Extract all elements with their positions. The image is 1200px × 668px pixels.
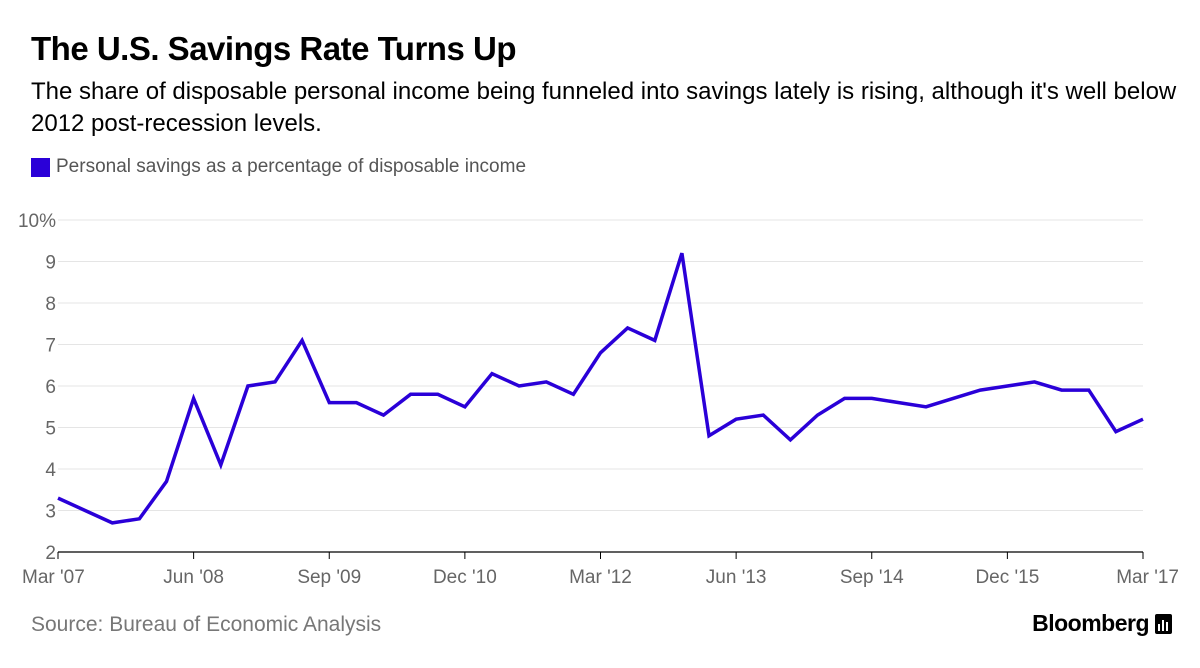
data-point	[436, 393, 439, 396]
series-line-savings-rate	[57, 252, 1144, 525]
data-point	[979, 389, 982, 392]
data-point	[57, 497, 60, 500]
x-tick-label: Sep '09	[297, 567, 361, 588]
data-point	[409, 393, 412, 396]
x-tick-label: Sep '14	[840, 567, 904, 588]
data-point	[246, 385, 249, 388]
data-point	[1060, 389, 1063, 392]
legend-label: Personal savings as a percentage of disp…	[56, 156, 527, 177]
y-tick-label: 9	[45, 253, 56, 274]
data-point	[762, 414, 765, 417]
brand-wordmark: Bloomberg	[1032, 610, 1149, 636]
bloomberg-chart-icon	[1155, 613, 1172, 634]
x-tick-label: Mar '07	[22, 567, 85, 588]
data-point	[111, 521, 114, 524]
data-point	[1087, 389, 1090, 392]
x-tick-label: Mar '12	[569, 567, 632, 588]
data-point	[680, 252, 683, 255]
data-point	[192, 397, 195, 400]
data-point	[274, 380, 277, 383]
data-point	[491, 372, 494, 375]
data-point	[138, 517, 141, 520]
data-point	[653, 339, 656, 342]
source-note: Source: Bureau of Economic Analysis	[31, 613, 382, 636]
y-tick-label: 6	[45, 377, 56, 398]
data-point	[545, 380, 548, 383]
data-point	[382, 414, 385, 417]
x-tick-label: Jun '08	[163, 567, 224, 588]
data-point	[952, 397, 955, 400]
data-point	[1033, 380, 1036, 383]
data-point	[789, 438, 792, 441]
data-point	[1114, 430, 1117, 433]
data-point	[816, 414, 819, 417]
data-point	[897, 401, 900, 404]
line-chart: 2 3 4 5 6 7 8 9 10% Mar '07 Jun '08 Sep '09 Dec '10 M…	[18, 211, 1179, 588]
chart-legend: Personal savings as a percentage of disp…	[31, 156, 526, 178]
data-point	[84, 509, 87, 512]
data-point	[328, 401, 331, 404]
data-point	[843, 397, 846, 400]
brand-logo: Bloomberg	[1032, 610, 1172, 637]
data-point	[572, 393, 575, 396]
data-point	[1142, 418, 1145, 421]
x-tick-label: Dec '15	[975, 567, 1039, 588]
data-point	[165, 480, 168, 483]
data-point	[925, 405, 928, 408]
x-tick-label: Dec '10	[433, 567, 497, 588]
y-tick-label: 3	[45, 502, 56, 523]
x-tick-label: Mar '17	[1116, 567, 1179, 588]
data-point	[626, 326, 629, 329]
y-tick-label: 7	[45, 336, 56, 357]
y-tick-label: 5	[45, 419, 56, 440]
x-tick-label: Jun '13	[706, 567, 767, 588]
chart-subtitle: The share of disposable personal income …	[31, 78, 1177, 137]
y-tick-label: 2	[45, 543, 56, 564]
chart-title: The U.S. Savings Rate Turns Up	[31, 30, 516, 67]
data-point	[735, 418, 738, 421]
data-point	[1006, 385, 1009, 388]
legend-swatch	[31, 157, 50, 177]
data-point	[301, 339, 304, 342]
data-point	[870, 397, 873, 400]
y-tick-label: 8	[45, 294, 56, 315]
data-point	[518, 385, 521, 388]
y-tick-label: 10%	[18, 211, 56, 232]
data-point	[219, 463, 222, 466]
data-point	[599, 351, 602, 354]
data-point	[708, 434, 711, 437]
data-point	[463, 405, 466, 408]
y-tick-label: 4	[45, 460, 56, 481]
data-point	[355, 401, 358, 404]
